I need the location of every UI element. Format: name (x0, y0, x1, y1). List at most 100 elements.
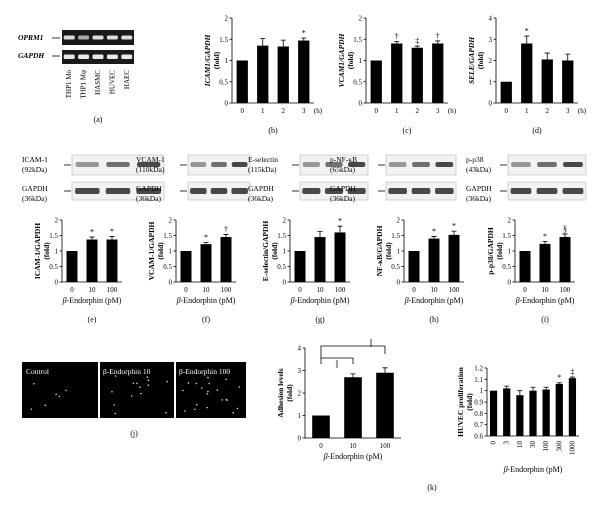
blot-band-gapdh (231, 188, 248, 194)
x-tick-label: 1 (525, 107, 529, 115)
error-bar (543, 386, 549, 390)
blot-band-gapdh (411, 188, 431, 194)
micrograph-endorphin-10 (100, 362, 174, 418)
bar (539, 243, 551, 282)
y-axis-label-unit: (fold) (346, 51, 355, 69)
adherent-cell-dot (114, 412, 117, 415)
x-axis-label-greek: β (62, 296, 67, 305)
blot-band-gapdh (536, 188, 558, 194)
significance-mark: † (395, 32, 399, 41)
y-tick-label: 2 (225, 15, 229, 23)
error-bar (524, 35, 530, 44)
blot-protein-kda: (43kDa) (466, 165, 491, 174)
adherent-cell-dot (30, 408, 33, 410)
x-tick-label: 3 (566, 107, 570, 115)
gel-band-gapdh (92, 54, 104, 59)
bar (314, 237, 326, 282)
gel-lane-label: THP1 Mφ (80, 70, 88, 99)
micrograph-label-10: β-Endorphin 10 (103, 367, 151, 376)
bar (568, 378, 577, 436)
adherent-cell-dot (147, 379, 150, 382)
bar (541, 59, 553, 103)
y-tick-label: 1.2 (474, 365, 483, 373)
y-axis-label: ICAM1/GAPDH(fold) (203, 34, 221, 88)
blot-band-gapdh (302, 188, 321, 194)
bar (432, 43, 444, 103)
x-axis-label-rest: -Endorphin (pM) (67, 296, 122, 305)
bar (200, 244, 212, 282)
y-tick-label: 0 (359, 100, 363, 108)
y-tick-label: 0 (225, 100, 229, 108)
bar (376, 372, 394, 438)
gel-lane-label: THP1 Mo (65, 70, 73, 99)
y-axis-label-unit: (fold) (270, 242, 279, 260)
error-bar (203, 242, 209, 245)
bar (428, 238, 440, 282)
blot-band (75, 162, 99, 167)
significance-mark: * (452, 222, 456, 231)
y-tick-label: 1.5 (163, 232, 172, 240)
y-tick-label: 1.5 (219, 36, 228, 44)
x-tick-label: 0 (241, 107, 245, 115)
panel-k-label: (k) (427, 483, 437, 492)
y-tick-label: 0 (489, 100, 493, 108)
adherent-cell-dot (208, 382, 210, 385)
significance-mark: ‡ (415, 37, 419, 46)
adherent-cell-dot (195, 382, 198, 385)
x-axis-unit: (h) (448, 107, 457, 115)
blot-control-kda: (36kDa) (22, 194, 47, 203)
bar (529, 390, 537, 436)
error-bar (301, 37, 307, 41)
x-axis-unit: (h) (578, 107, 587, 115)
x-tick-label: 10 (89, 286, 97, 294)
blot-band (190, 162, 207, 167)
x-tick-label: 1 (261, 107, 265, 115)
x-axis-label-rest: -Endorphin (pM) (328, 452, 383, 461)
error-bar (451, 230, 457, 235)
error-bar (544, 52, 550, 60)
blot-band-gapdh (105, 188, 131, 194)
blot-control-kda: (36kDa) (248, 194, 273, 203)
x-axis-label: β-Endorphin (pM) (290, 296, 350, 305)
y-tick-label: 1 (508, 248, 512, 256)
error-bar (350, 373, 356, 378)
bracket-mark: || (335, 359, 338, 368)
significance-mark: * (338, 217, 342, 226)
x-axis-label: β-Endorphin (pM) (515, 296, 575, 305)
y-tick-label: 2 (55, 217, 59, 225)
bar (106, 239, 118, 282)
y-tick-label: 0.9 (474, 399, 483, 407)
y-tick-label: 2 (169, 217, 173, 225)
y-axis-label-unit: (fold) (42, 242, 51, 260)
y-axis-label-main: NF-κB/GAPDH (375, 225, 384, 276)
micrograph-endorphin-100 (176, 362, 246, 418)
blot-protein-kda: (65kDa) (330, 165, 355, 174)
blot-band (325, 162, 343, 167)
y-tick-label: 0 (508, 279, 512, 287)
x-tick-label: 100 (380, 442, 391, 450)
blot-protein-kda: (115kDa) (248, 165, 277, 174)
chart-i: 0 0.5 1 1.5 2 p-p38/GAPDH(fold) 0 10 * 100 § β-Endo… (486, 217, 575, 324)
bar (555, 383, 563, 436)
y-tick-label: 0 (298, 435, 302, 443)
blot-protein-kda: (92kDa) (22, 165, 47, 174)
x-tick-label: 10 (516, 441, 524, 449)
x-axis-label-rest: -Endorphin (pM) (508, 465, 563, 474)
error-bar (109, 236, 115, 240)
blot-protein-label: p-NF-κB (330, 155, 357, 164)
adherent-cell-dot (147, 384, 150, 387)
error-bar (562, 233, 568, 238)
y-tick-label: 0 (397, 279, 401, 287)
blot-band-gapdh (324, 188, 344, 194)
y-tick-label: 1 (283, 248, 287, 256)
significance-mark: § (563, 224, 567, 233)
blot-control-label: GAPDH (22, 184, 48, 193)
blot-band-gapdh (190, 188, 207, 194)
y-axis-label-unit: (fold) (384, 242, 393, 260)
gel-band-gapdh (106, 54, 118, 59)
x-tick-label: 3 (302, 107, 306, 115)
adherent-cell-dot (33, 382, 35, 385)
blot-band (563, 162, 583, 167)
x-tick-label: 100 (335, 286, 346, 294)
